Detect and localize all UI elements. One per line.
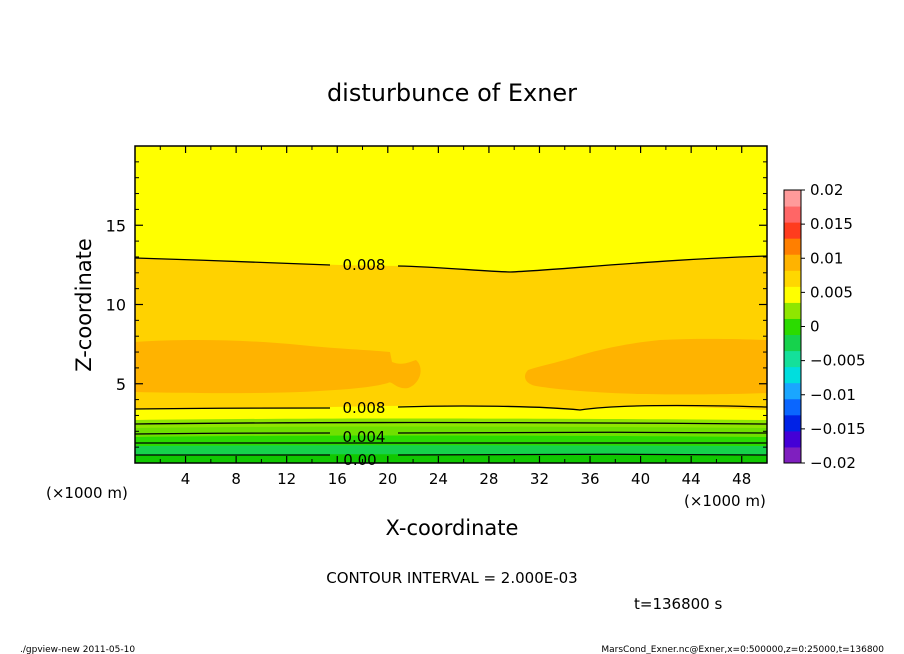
colorbar-tick-label: −0.02 xyxy=(810,454,856,472)
colorbar-tick-label: 0 xyxy=(810,318,820,336)
x-tick-label: 36 xyxy=(580,470,599,488)
x-tick-label: 44 xyxy=(682,470,701,488)
colorbar-tick-label: −0.015 xyxy=(810,420,866,438)
chart-title: disturbunce of Exner xyxy=(327,79,577,107)
colorbar-segment xyxy=(784,382,801,400)
colorbar-segment xyxy=(784,350,801,368)
contour-0002 xyxy=(135,441,767,444)
colorbar-segment xyxy=(784,430,801,448)
plot-fill xyxy=(135,146,767,463)
colorbar-tick-label: 0.02 xyxy=(810,181,843,199)
colorbar xyxy=(784,190,801,464)
colorbar-segment xyxy=(784,238,801,255)
y-ticks: 5 10 15 xyxy=(106,161,767,448)
colorbar-segment xyxy=(784,414,801,432)
x-tick-label: 40 xyxy=(631,470,650,488)
contour-0008-lower xyxy=(135,404,767,411)
x-tick-label: 12 xyxy=(277,470,296,488)
colorbar-tick-label: 0.015 xyxy=(810,215,853,233)
contour-label: 0.00 xyxy=(343,451,376,469)
colorbar-segment xyxy=(784,222,801,239)
contour-0006 xyxy=(135,421,767,425)
colorbar-ticks: 0.02 0.015 0.01 0.005 0 −0.005 −0.01 −0.015 −0.0… xyxy=(801,181,866,472)
x-tick-label: 4 xyxy=(181,470,191,488)
z-unit-label: (×1000 m) xyxy=(46,484,128,502)
x-ticks: 4 8 12 16 20 24 28 32 36 40 44 48 xyxy=(159,146,751,488)
colorbar-tick-label: 0.005 xyxy=(810,283,853,301)
x-unit-label: (×1000 m) xyxy=(684,492,766,510)
colorbar-segment xyxy=(784,302,801,319)
colorbar-segment xyxy=(784,366,801,384)
colorbar-segment xyxy=(784,190,801,207)
field-core-right xyxy=(524,338,767,395)
colorbar-segment xyxy=(784,270,801,287)
x-tick-label: 20 xyxy=(378,470,397,488)
y-tick-label: 5 xyxy=(116,375,126,394)
colorbar-tick-label: −0.005 xyxy=(810,352,866,370)
x-tick-label: 32 xyxy=(530,470,549,488)
field-band-6 xyxy=(135,454,767,463)
colorbar-segment xyxy=(784,286,801,303)
y-axis-title: Z-coordinate xyxy=(72,238,96,372)
time-label: t=136800 s xyxy=(634,595,722,613)
contour-0008-upper xyxy=(135,255,767,273)
contour-0004 xyxy=(135,431,767,435)
x-tick-label: 16 xyxy=(328,470,347,488)
x-tick-label: 28 xyxy=(479,470,498,488)
y-tick-label: 15 xyxy=(106,216,126,235)
contour-interval-text: CONTOUR INTERVAL = 2.000E-03 xyxy=(326,569,577,587)
contour-label: 0.008 xyxy=(343,399,386,417)
x-tick-label: 24 xyxy=(429,470,448,488)
colorbar-segment xyxy=(784,254,801,271)
colorbar-segment xyxy=(784,398,801,416)
x-tick-label: 8 xyxy=(231,470,241,488)
colorbar-tick-label: 0.01 xyxy=(810,249,843,267)
footer-right: MarsCond_Exner.nc@Exner,x=0:500000,z=0:2… xyxy=(601,645,884,654)
contour-0000 xyxy=(135,453,767,456)
y-tick-label: 10 xyxy=(106,296,126,315)
contour-label: 0.008 xyxy=(343,256,386,274)
contour-label: 0.004 xyxy=(343,428,386,446)
contour-lines xyxy=(135,255,767,456)
colorbar-segment xyxy=(784,206,801,223)
colorbar-segment xyxy=(784,318,801,336)
colorbar-segment xyxy=(784,446,801,464)
colorbar-tick-label: −0.01 xyxy=(810,386,856,404)
colorbar-segment xyxy=(784,334,801,352)
x-axis-title: X-coordinate xyxy=(386,516,519,540)
x-tick-label: 48 xyxy=(732,470,751,488)
field-core-left xyxy=(135,340,421,394)
footer-left: ./gpview-new 2011-05-10 xyxy=(20,645,135,654)
